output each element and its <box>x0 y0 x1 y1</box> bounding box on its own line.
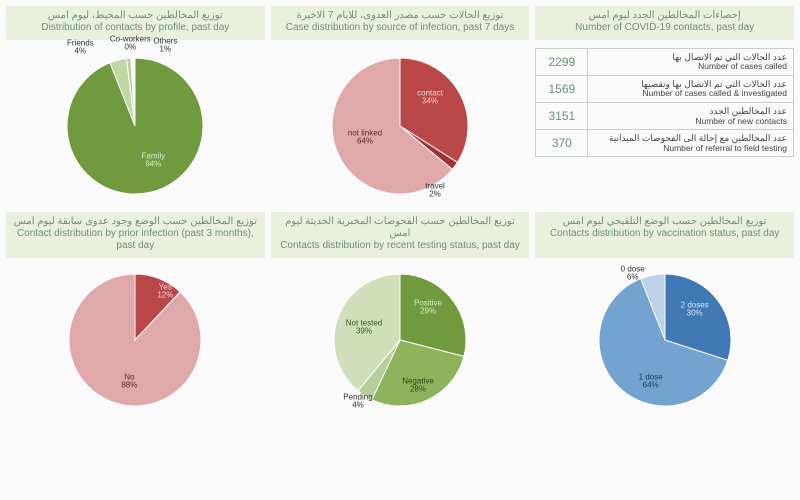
stat-number: 2299 <box>536 49 588 76</box>
header-source: توزيع الحالات حسب مصدر العدوى، للايام 7 … <box>271 6 530 40</box>
pie-prior: Yes12%No88% <box>6 264 265 416</box>
title-ar: توزيع الحالات حسب مصدر العدوى، للايام 7 … <box>277 10 524 22</box>
stat-number: 3151 <box>536 103 588 130</box>
table-row: 1569عدد الحالات التي تم الاتصال بها وتقص… <box>536 76 794 103</box>
pie-profile: Family94%Friends4%Co-workers0%Others1% <box>6 46 265 206</box>
title-ar: توزيع المخالطين حسب الوضع وجود عدوى سابق… <box>12 216 259 228</box>
header-profile: توزيع المخالطين حسب المحيط، ليوم امس Dis… <box>6 6 265 40</box>
stat-label: عدد المخالطين الجددNumber of new contact… <box>588 103 794 130</box>
slice-label: Friends4% <box>67 40 94 57</box>
title-en: Contact distribution by prior infection … <box>12 228 259 252</box>
stats-table-wrap: 2299عدد الحالات التي تم الاتصال بهاNumbe… <box>535 46 794 206</box>
title-en: Contacts distribution by vaccination sta… <box>541 228 788 240</box>
header-vacc: توزيع المخالطين حسب الوضع التلقيحي ليوم … <box>535 212 794 258</box>
title-ar: توزيع المخالطين حسب الفحوصات المخبرية ال… <box>277 216 524 240</box>
table-row: 2299عدد الحالات التي تم الاتصال بهاNumbe… <box>536 49 794 76</box>
stat-label: عدد الحالات التي تم الاتصال بهاNumber of… <box>588 49 794 76</box>
header-testing: توزيع المخالطين حسب الفحوصات المخبرية ال… <box>271 212 530 258</box>
stat-number: 1569 <box>536 76 588 103</box>
header-prior: توزيع المخالطين حسب الوضع وجود عدوى سابق… <box>6 212 265 258</box>
stat-label: عدد المخالطين مع إحالة الى الفحوصات المي… <box>588 130 794 157</box>
pie-slice <box>69 274 201 406</box>
table-row: 3151عدد المخالطين الجددNumber of new con… <box>536 103 794 130</box>
title-en: Case distribution by source of infection… <box>277 22 524 34</box>
slice-label: Others1% <box>153 38 177 55</box>
header-stats: إحصاءات المخالطين الجدد ليوم امس Number … <box>535 6 794 40</box>
title-ar: توزيع المخالطين حسب الوضع التلقيحي ليوم … <box>541 216 788 228</box>
stat-number: 370 <box>536 130 588 157</box>
title-en: Number of COVID-19 contacts, past day <box>541 22 788 34</box>
pie-testing: Positive29%Negative28%Pending4%Not teste… <box>271 264 530 416</box>
pie-vacc: 2 doses30%1 dose64%0 dose6% <box>535 264 794 416</box>
title-en: Distribution of contacts by profile, pas… <box>12 22 259 34</box>
title-en: Contacts distribution by recent testing … <box>277 240 524 252</box>
stat-label: عدد الحالات التي تم الاتصال بها وتقصيهاN… <box>588 76 794 103</box>
stats-table: 2299عدد الحالات التي تم الاتصال بهاNumbe… <box>535 48 794 157</box>
title-ar: إحصاءات المخالطين الجدد ليوم امس <box>541 10 788 22</box>
pie-source: contact34%travel2%not linked64% <box>271 46 530 206</box>
title-ar: توزيع المخالطين حسب المحيط، ليوم امس <box>12 10 259 22</box>
table-row: 370عدد المخالطين مع إحالة الى الفحوصات ا… <box>536 130 794 157</box>
